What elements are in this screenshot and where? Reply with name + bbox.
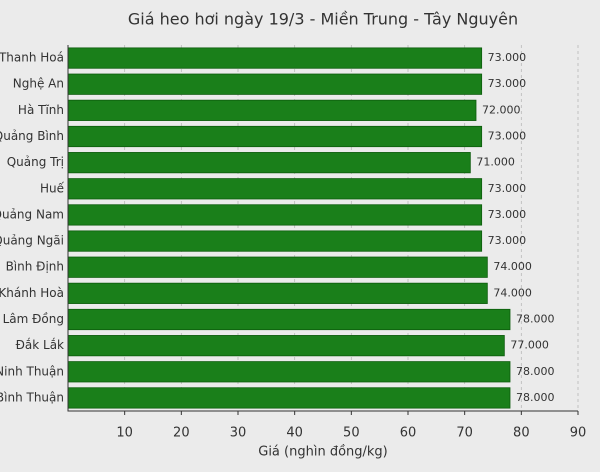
y-tick-label: Quảng Nam [0, 207, 64, 221]
data-label: 73.000 [488, 77, 526, 90]
bar [67, 335, 505, 357]
data-label: 78.000 [516, 365, 555, 378]
x-tick-label: 80 [513, 426, 530, 441]
bar [67, 256, 488, 278]
x-tick-label: 60 [400, 426, 417, 441]
y-tick-label: Quảng Bình [0, 129, 64, 143]
bar [67, 361, 511, 383]
y-tick-label: Nghệ An [13, 77, 64, 91]
bar [67, 47, 483, 69]
y-tick-label: Bình Định [6, 260, 64, 274]
bar [67, 308, 511, 331]
bar [67, 125, 483, 148]
bar [67, 387, 511, 409]
x-axis-label: Giá (nghìn đồng/kg) [258, 445, 388, 460]
y-tick-label: Quảng Trị [7, 155, 64, 169]
x-tick-label: 20 [173, 426, 190, 441]
bar [67, 73, 483, 95]
data-label: 73.000 [488, 208, 526, 221]
axis-frame [67, 45, 578, 412]
bar [67, 230, 483, 252]
data-label: 72.000 [482, 103, 521, 116]
x-tick-label: 30 [230, 426, 247, 441]
data-label: 73.000 [488, 234, 526, 247]
y-tick-label: Hà Tĩnh [18, 103, 64, 117]
data-label: 74.000 [493, 286, 532, 299]
chart-title: Giá heo hơi ngày 19/3 - Miền Trung - Tây… [128, 10, 518, 29]
y-tick-label: Quảng Ngãi [0, 234, 64, 248]
data-label: 73.000 [488, 182, 526, 195]
y-tick-label: Ninh Thuận [0, 364, 64, 378]
x-tick-label: 10 [116, 426, 133, 441]
data-label: 71.000 [476, 156, 515, 169]
data-label: 74.000 [493, 260, 532, 273]
y-tick-label: Lâm Đồng [3, 312, 64, 326]
x-tick-label: 90 [570, 426, 587, 441]
y-tick-label: Bình Thuận [0, 390, 64, 404]
x-tick-label: 70 [456, 426, 473, 441]
data-label: 78.000 [516, 391, 555, 404]
x-tick-label: 50 [343, 426, 360, 441]
bar [67, 152, 471, 174]
y-tick-label: Huế [40, 181, 65, 195]
bar [67, 204, 483, 226]
data-label: 73.000 [488, 51, 526, 64]
data-label: 73.000 [488, 130, 526, 143]
y-tick-label: Đắk Lắk [16, 338, 64, 352]
data-label: 77.000 [510, 339, 549, 352]
x-tick-label: 40 [286, 426, 303, 441]
bar [67, 99, 477, 121]
y-tick-label: Thanh Hoá [0, 51, 64, 65]
y-tick-label: Khánh Hoà [0, 286, 64, 300]
data-label: 78.000 [516, 313, 555, 326]
bar [67, 282, 488, 304]
bar [67, 178, 483, 200]
